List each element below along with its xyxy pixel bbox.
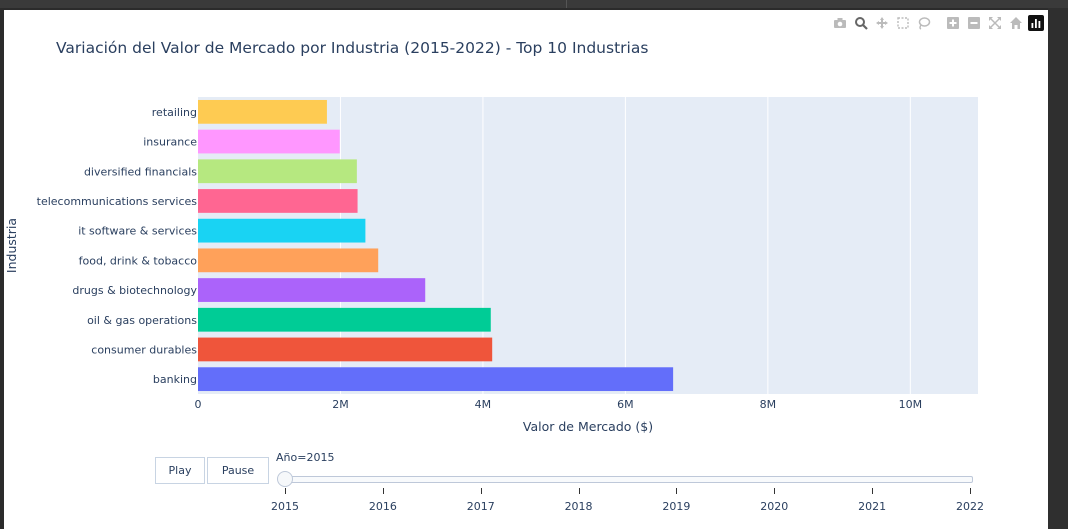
bar[interactable] (198, 218, 366, 243)
pause-button[interactable]: Pause (207, 457, 269, 484)
slider-tick (970, 488, 971, 494)
y-tick-label: retailing (152, 106, 197, 119)
bar[interactable] (198, 99, 327, 124)
slider-step-label[interactable]: 2015 (271, 500, 299, 513)
slider-step-label[interactable]: 2018 (564, 500, 593, 513)
slider-current-value: Año=2015 (276, 451, 335, 464)
autoscale-icon[interactable] (986, 14, 1004, 32)
slider-step-label[interactable]: 2020 (760, 500, 789, 513)
y-tick-label: it software & services (78, 225, 197, 238)
x-tick-label: 4M (475, 398, 492, 411)
y-tick-label: telecommunications services (37, 195, 198, 208)
bar[interactable] (198, 189, 358, 213)
slider-tick (676, 488, 678, 494)
bar[interactable] (198, 367, 674, 392)
y-tick-label: banking (153, 373, 197, 386)
slider-tick (285, 488, 286, 494)
bar[interactable] (198, 248, 379, 273)
plotly-logo-icon[interactable] (1028, 15, 1044, 31)
y-tick-label: drugs & biotechnology (72, 284, 197, 297)
bar[interactable] (198, 307, 491, 332)
home-icon[interactable] (1007, 14, 1025, 32)
top-separator (566, 0, 567, 8)
y-tick-label: diversified financials (84, 165, 197, 178)
y-axis-title: Industria (4, 218, 19, 273)
lasso-icon[interactable] (915, 14, 933, 32)
bar[interactable] (198, 129, 340, 154)
y-tick-label: oil & gas operations (87, 314, 197, 327)
slider-step-label[interactable]: 2019 (662, 500, 691, 513)
x-tick-label: 2M (332, 398, 349, 411)
slider-step-label[interactable]: 2017 (466, 500, 495, 513)
zoom-out-icon[interactable] (965, 14, 983, 32)
x-tick-label: 8M (760, 398, 777, 411)
bar[interactable] (198, 278, 426, 302)
slider-tick (872, 488, 874, 494)
camera-icon[interactable] (831, 14, 849, 32)
chart-title: Variación del Valor de Mercado por Indus… (56, 39, 649, 57)
box-select-icon[interactable] (894, 14, 912, 32)
modebar (831, 14, 1044, 32)
zoom-in-icon[interactable] (944, 14, 962, 32)
pan-icon[interactable] (873, 14, 891, 32)
y-tick-label: consumer durables (91, 343, 197, 356)
window-right-bar (1048, 8, 1068, 529)
slider-tick (774, 488, 776, 494)
y-tick-label: food, drink & tobacco (79, 254, 198, 267)
window-top-strip (0, 0, 1068, 8)
slider-tick (382, 488, 384, 494)
x-axis-title: Valor de Mercado ($) (523, 419, 653, 434)
bar[interactable] (198, 337, 493, 362)
bar[interactable] (198, 159, 357, 184)
zoom-icon[interactable] (852, 14, 870, 32)
slider-tick (480, 488, 482, 494)
x-tick-label: 6M (617, 398, 634, 411)
slider-tick (578, 488, 580, 494)
slider-step-label[interactable]: 2021 (858, 500, 887, 513)
slider-step-label[interactable]: 2022 (956, 500, 984, 513)
x-tick-label: 0 (195, 398, 202, 411)
slider-handle[interactable] (277, 471, 293, 487)
x-tick-label: 10M (899, 398, 923, 411)
play-button[interactable]: Play (155, 457, 205, 484)
y-tick-label: insurance (143, 136, 197, 149)
slider-step-label[interactable]: 2016 (368, 500, 397, 513)
